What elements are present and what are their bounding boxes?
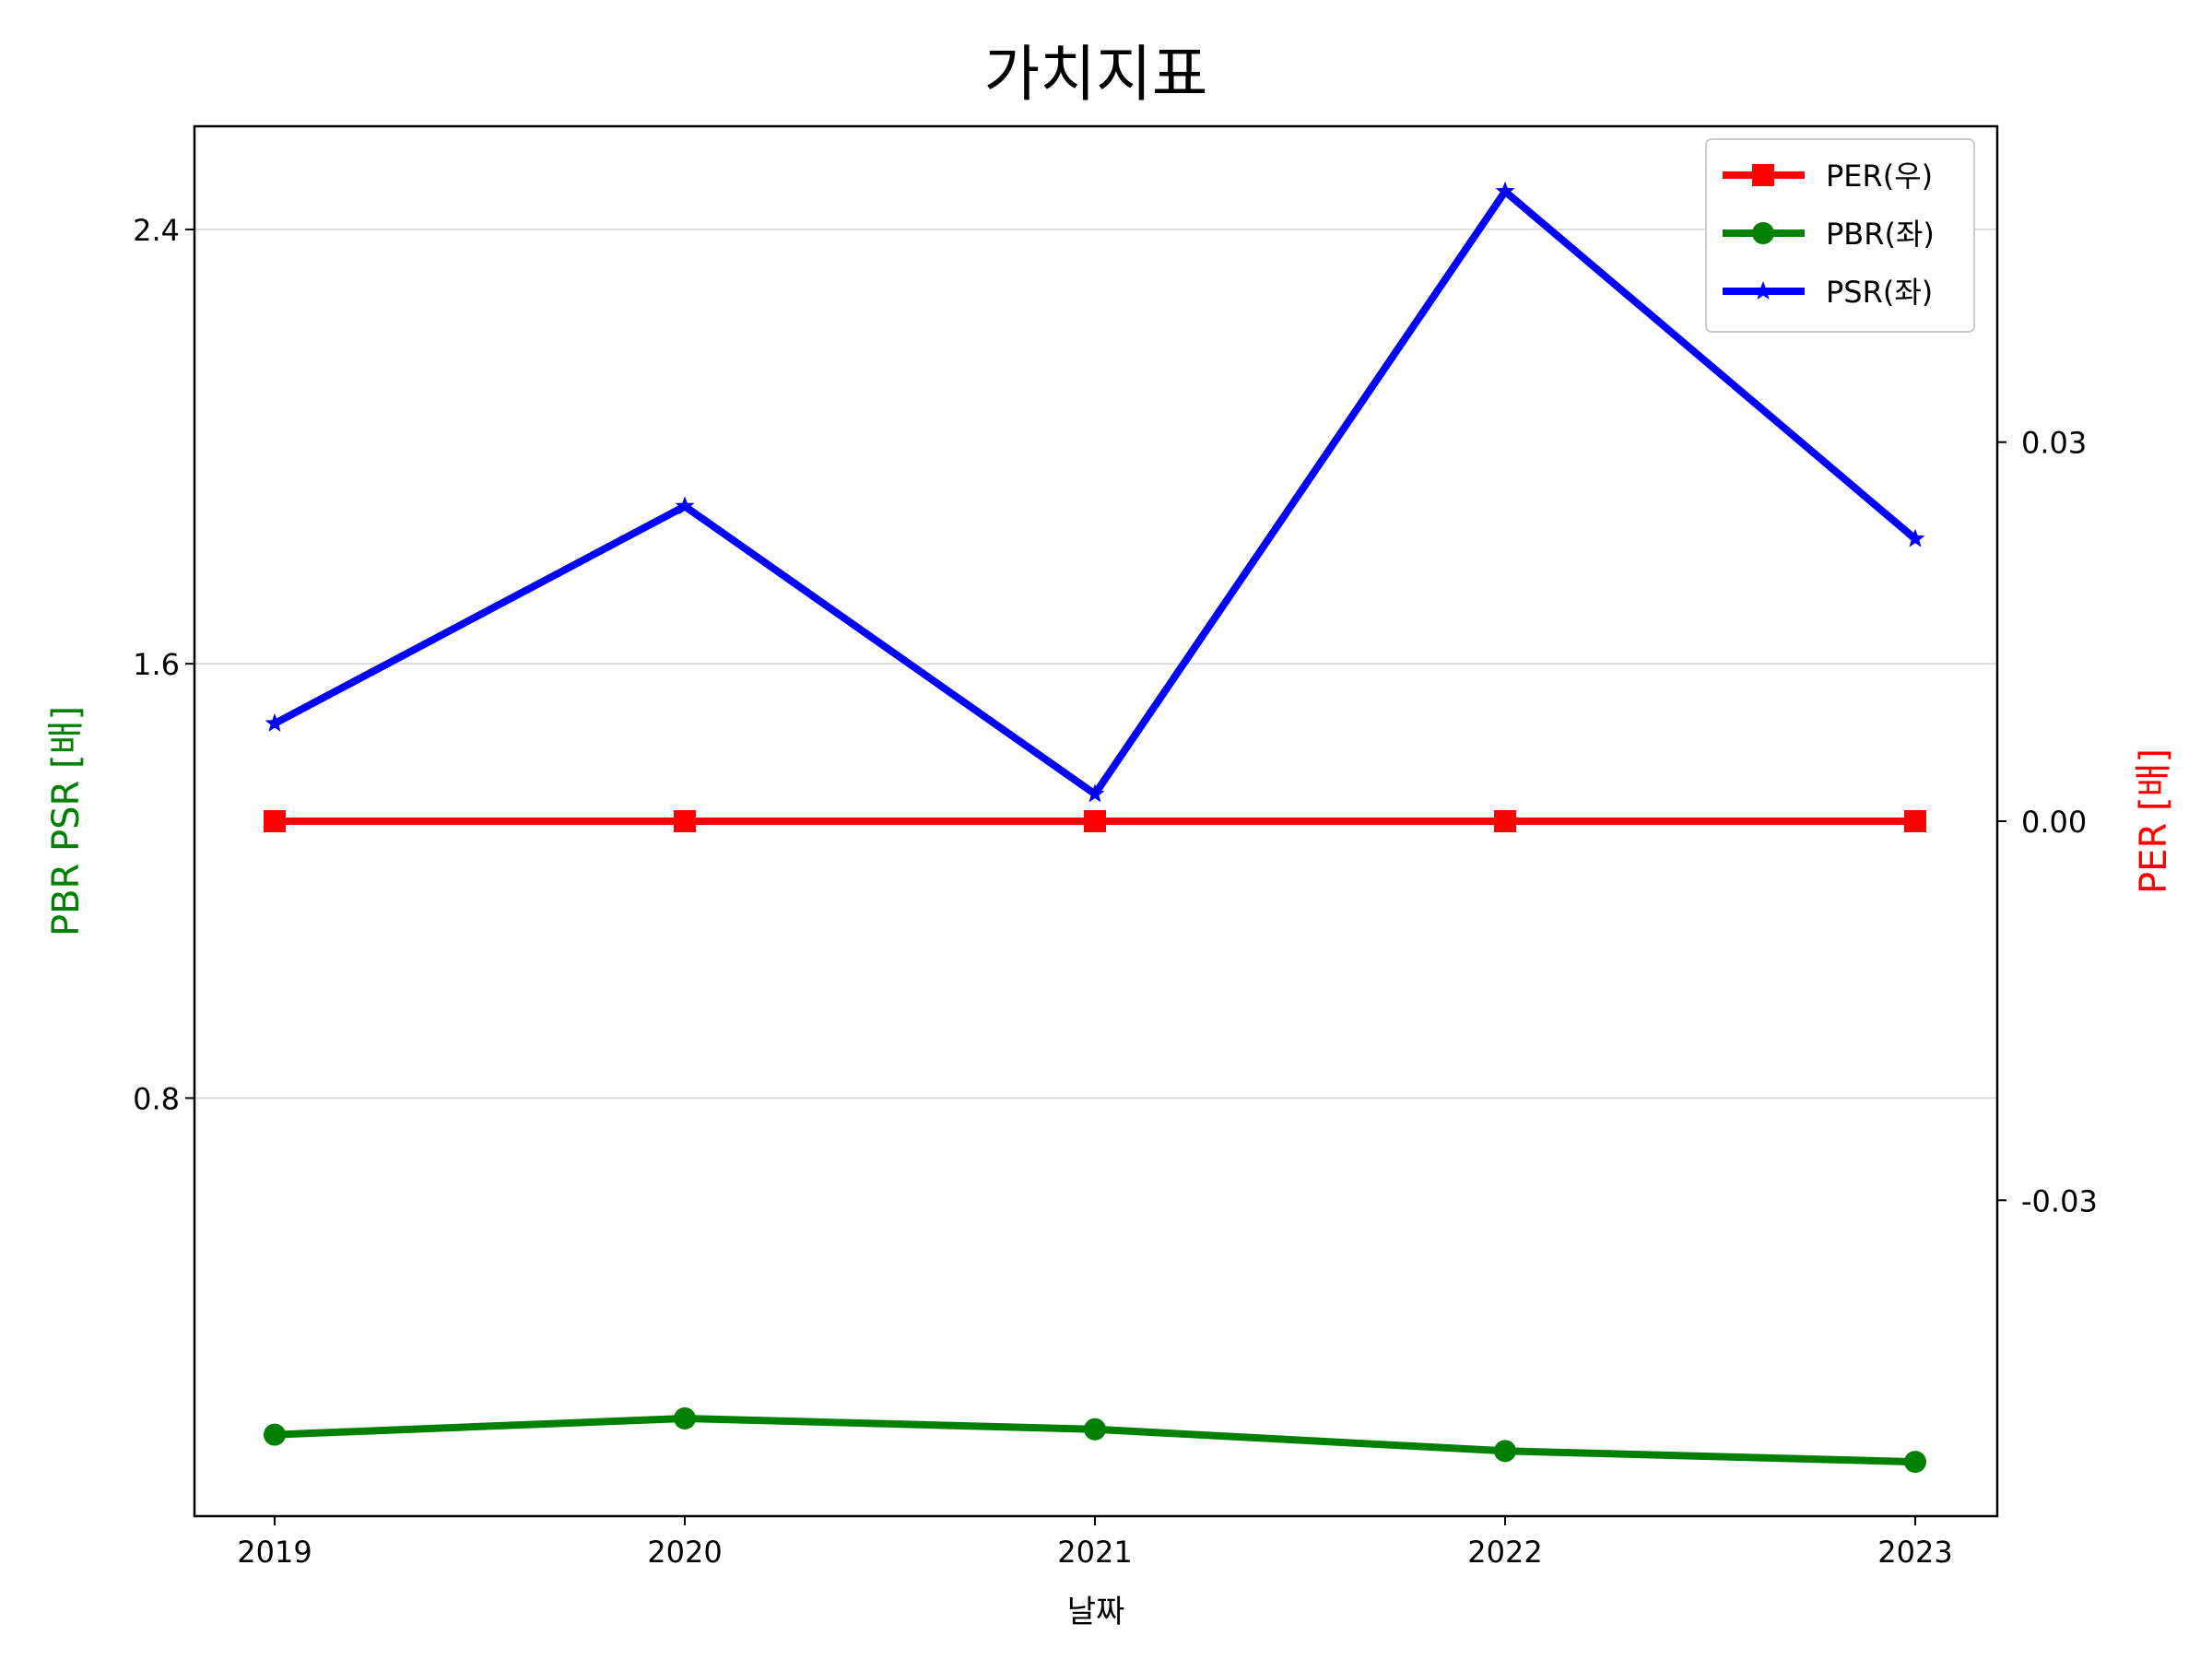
x-tick-label: 2023: [1877, 1535, 1952, 1570]
legend-marker-psr: [1753, 281, 1773, 300]
legend-label-pbr: PBR(좌): [1826, 217, 1935, 252]
x-axis-label: 날짜: [1067, 1594, 1125, 1630]
pbr-point: [1494, 1440, 1516, 1463]
chart-title: 가치지표: [984, 39, 1208, 110]
psr-point: [1495, 181, 1515, 200]
legend-marker-per: [1752, 164, 1774, 186]
legend-box: [1705, 138, 1975, 333]
legend-label-psr: PSR(좌): [1826, 275, 1933, 310]
y-axis-right-label: PER [배]: [2133, 748, 2175, 894]
series-layer: [264, 181, 1926, 1474]
y-right-tick-label: 0.00: [2021, 805, 2087, 840]
gridlines: [194, 229, 1997, 1100]
psr-point: [265, 713, 285, 732]
pbr-point: [1904, 1451, 1926, 1474]
y-right-tick-label: -0.03: [2021, 1183, 2098, 1218]
y-left-tick-label: 2.4: [133, 213, 180, 248]
x-tick-label: 2022: [1467, 1535, 1542, 1570]
x-tick-label: 2020: [647, 1535, 722, 1570]
y-left-tick-label: 0.8: [133, 1081, 180, 1116]
legend-marker-pbr: [1752, 222, 1774, 244]
psr-point: [1085, 783, 1105, 803]
pbr-point: [1084, 1418, 1106, 1441]
psr-point: [675, 496, 695, 515]
psr-point: [1905, 528, 1925, 547]
per-point: [1494, 810, 1516, 832]
legend-label-per: PER(우): [1826, 159, 1933, 194]
per-point: [264, 810, 286, 832]
pbr-point: [264, 1423, 286, 1446]
x-tick-label: 2019: [237, 1535, 312, 1570]
per-point: [1904, 810, 1926, 832]
per-point: [674, 810, 696, 832]
per-point: [1084, 810, 1106, 832]
y-axis-left-label: PBR PSR [배]: [45, 706, 88, 936]
legend: PER(우) PBR(좌) PSR(좌): [1705, 138, 1975, 333]
pbr-point: [674, 1406, 696, 1430]
y-right-tick-label: 0.03: [2021, 426, 2087, 461]
axes: 0.8 1.6 2.4 -0.03 0.00 0.03 2019 2020 2021 2022 20…: [133, 213, 2098, 1570]
y-left-tick-label: 1.6: [133, 647, 180, 682]
x-tick-label: 2021: [1057, 1535, 1132, 1570]
